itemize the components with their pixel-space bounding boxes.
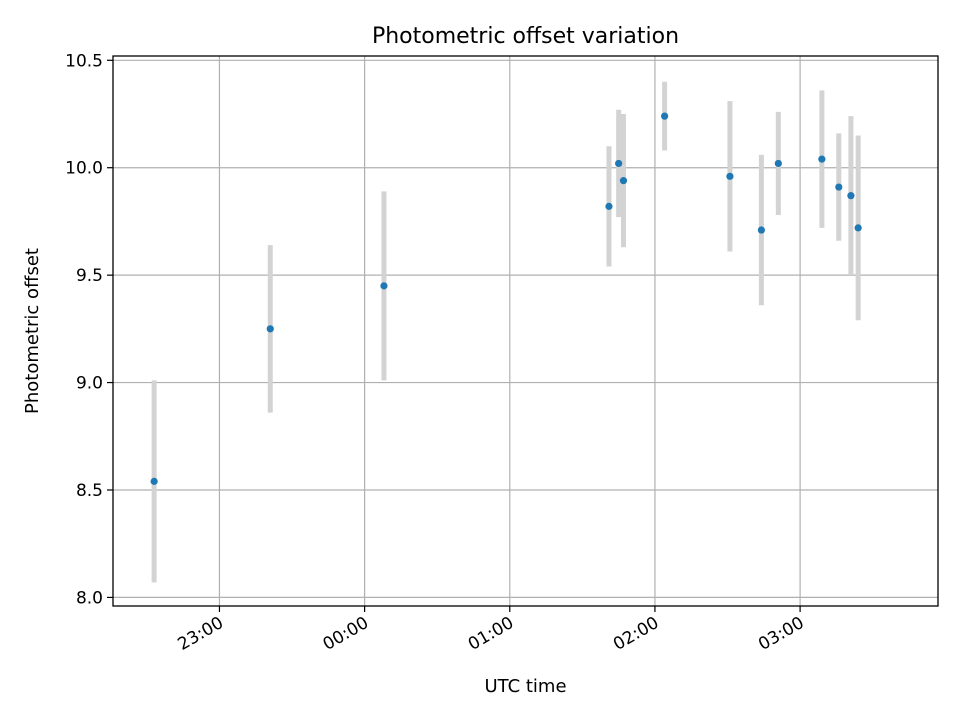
data-point bbox=[726, 172, 734, 180]
data-point bbox=[380, 282, 388, 290]
y-tick-label: 10.5 bbox=[65, 51, 103, 71]
data-point bbox=[757, 226, 765, 234]
y-tick-label: 9.5 bbox=[76, 266, 103, 286]
data-points bbox=[150, 112, 862, 485]
data-point bbox=[150, 477, 158, 485]
data-point bbox=[835, 183, 843, 191]
y-tick-label: 10.0 bbox=[65, 159, 103, 179]
error-bars bbox=[151, 81, 861, 583]
data-point bbox=[847, 192, 855, 200]
plot-frame bbox=[112, 55, 939, 607]
x-axis-label: UTC time bbox=[484, 676, 566, 697]
x-tick-label: 03:00 bbox=[755, 613, 807, 655]
y-tick-label: 9.0 bbox=[76, 374, 103, 394]
x-axis-ticks: 23:00 00:00 01:00 02:00 03:00 bbox=[175, 606, 808, 655]
data-point bbox=[661, 112, 669, 120]
grid bbox=[113, 56, 938, 606]
data-point bbox=[818, 155, 826, 163]
data-point bbox=[774, 159, 782, 168]
y-tick-label: 8.0 bbox=[76, 588, 103, 608]
y-axis-ticks: 8.0 8.5 9.0 9.5 10.0 10.5 bbox=[65, 51, 113, 608]
data-point bbox=[615, 159, 623, 168]
data-point bbox=[266, 325, 274, 333]
x-tick-label: 02:00 bbox=[610, 613, 662, 655]
data-point bbox=[619, 177, 628, 185]
chart-title: Photometric offset variation bbox=[372, 24, 679, 49]
y-tick-label: 8.5 bbox=[76, 481, 103, 501]
y-axis-label: Photometric offset bbox=[22, 248, 43, 414]
x-tick-label: 23:00 bbox=[175, 613, 227, 655]
data-point bbox=[605, 202, 613, 210]
x-tick-label: 00:00 bbox=[320, 613, 372, 655]
data-point bbox=[854, 224, 862, 232]
x-tick-label: 01:00 bbox=[465, 613, 517, 655]
